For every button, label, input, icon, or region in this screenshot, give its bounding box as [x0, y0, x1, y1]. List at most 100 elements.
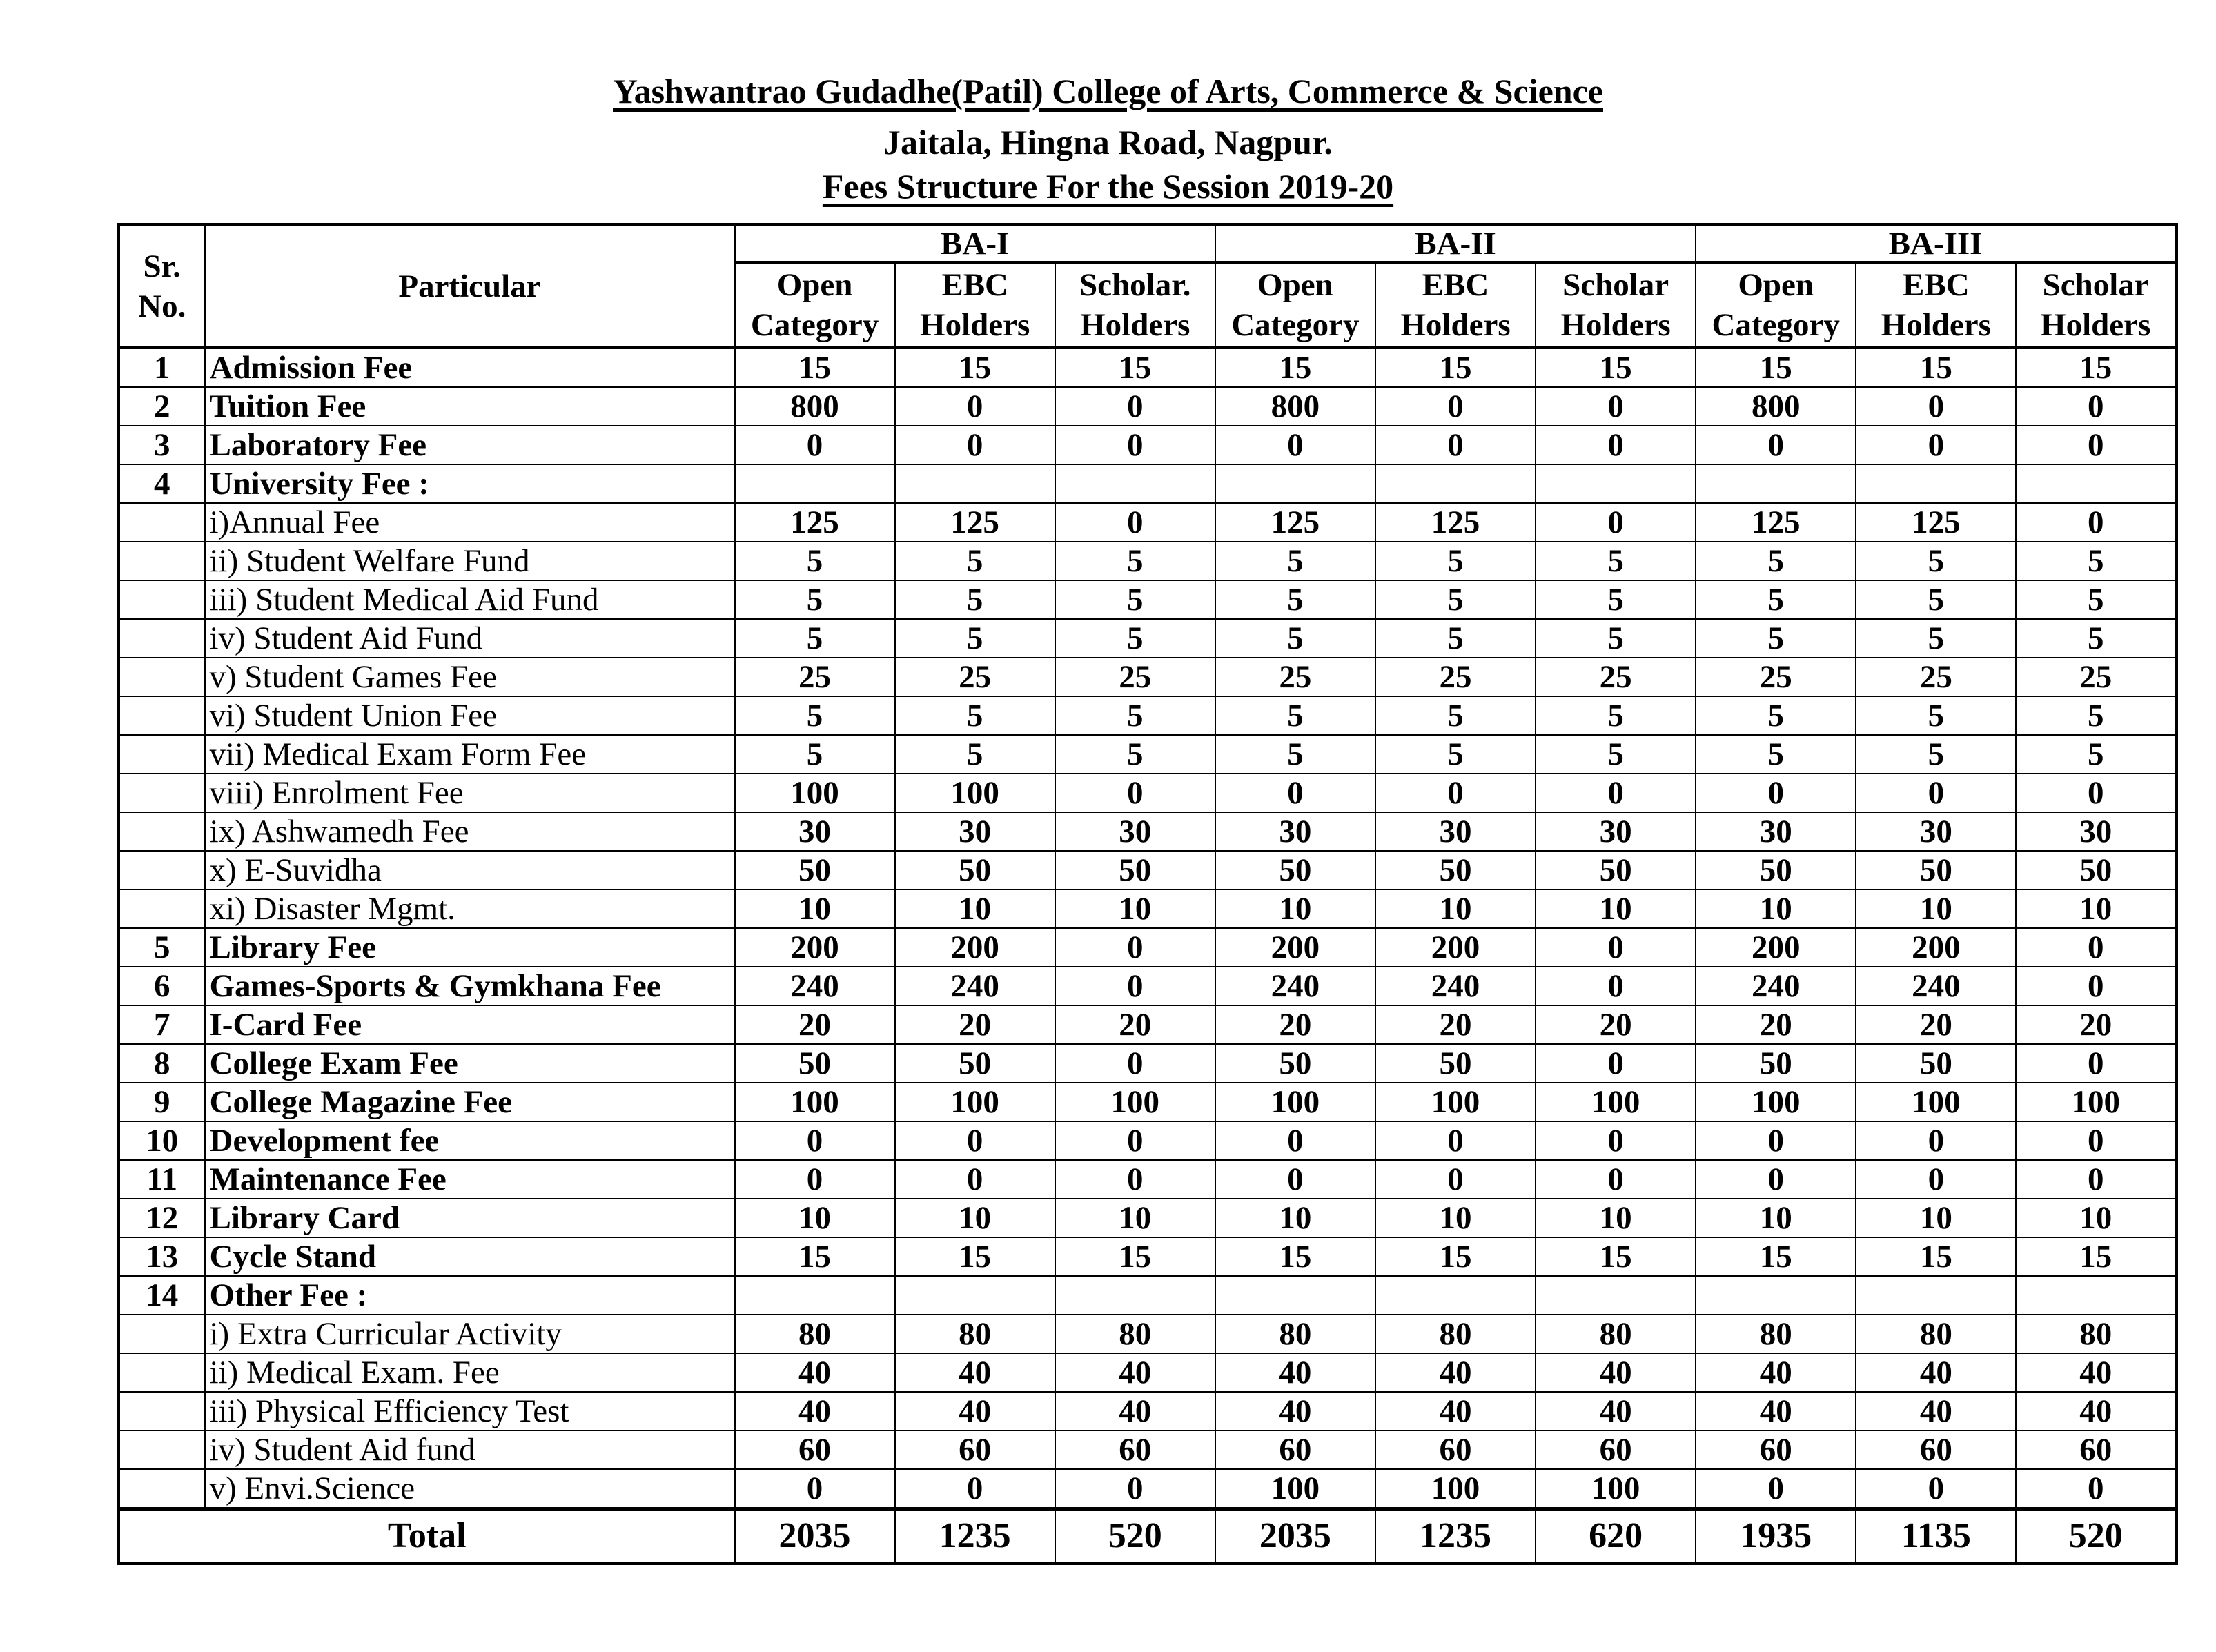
particular-cell: ii) Student Welfare Fund: [204, 541, 736, 581]
fee-cell: [1695, 464, 1857, 504]
group-header-row: Sr. No. Particular BA-I BA-II BA-III: [117, 224, 2177, 349]
fee-cell: 200: [894, 927, 1056, 967]
header-subcolumn: EBC Holders: [1374, 262, 1537, 349]
header-subcolumn: Open Category: [734, 262, 896, 349]
fee-cell: 50: [1214, 1043, 1376, 1083]
fee-cell: 5: [894, 618, 1056, 658]
table-row: 11 Maintenance Fee 0 0 0 0 0 0 0 0 0: [117, 1159, 2177, 1199]
sr-number-cell: [117, 1430, 206, 1470]
fee-cell: 15: [1855, 346, 2017, 388]
fee-cell: 20: [734, 1005, 896, 1045]
particular-cell: Library Fee: [204, 927, 736, 967]
fee-cell: 125: [894, 502, 1056, 542]
fee-cell: 10: [734, 889, 896, 929]
fee-cell: 0: [894, 1468, 1056, 1510]
fee-cell: 40: [1054, 1391, 1216, 1431]
table-row: iv) Student Aid Fund 5 5 5 5 5 5 5 5 5: [117, 618, 2177, 658]
fee-cell: 125: [1695, 502, 1857, 542]
header-subcolumn-line1: Scholar: [2042, 267, 2149, 303]
fee-cell: 20: [1214, 1005, 1376, 1045]
fee-cell: 10: [1695, 889, 1857, 929]
particular-cell: Games-Sports & Gymkhana Fee: [204, 966, 736, 1006]
sr-number-cell: 12: [117, 1198, 206, 1238]
header-subcolumn: Scholar Holders: [2015, 262, 2177, 349]
fee-cell: 40: [1374, 1353, 1537, 1393]
fee-cell: 10: [1214, 1198, 1376, 1238]
fee-cell: 100: [1214, 1468, 1376, 1510]
fee-cell: [734, 1275, 896, 1315]
particular-cell: iv) Student Aid Fund: [204, 618, 736, 658]
fee-cell: [1855, 1275, 2017, 1315]
fee-cell: 0: [894, 425, 1056, 465]
fee-cell: 240: [1374, 966, 1537, 1006]
fee-cell: 240: [1695, 966, 1857, 1006]
fee-cell: 5: [2015, 696, 2177, 736]
fee-cell: 0: [2015, 502, 2177, 542]
fee-cell: 125: [1855, 502, 2017, 542]
fee-cell: 80: [1374, 1314, 1537, 1354]
fee-cell: 5: [1214, 734, 1376, 774]
fee-cell: 240: [894, 966, 1056, 1006]
fee-cell: 20: [1855, 1005, 2017, 1045]
fee-cell: 200: [1214, 927, 1376, 967]
particular-cell: Development fee: [204, 1121, 736, 1161]
fee-cell: 60: [734, 1430, 896, 1470]
fee-cell: 80: [1695, 1314, 1857, 1354]
fee-cell: 0: [1535, 1159, 1697, 1199]
fee-cell: 0: [1695, 1121, 1857, 1161]
fee-cell: 30: [1214, 812, 1376, 852]
header-subcolumn-line1: Open: [1738, 267, 1814, 303]
fee-cell: 50: [1214, 850, 1376, 890]
table-row: 6 Games-Sports & Gymkhana Fee 240 240 0 240 24…: [117, 966, 2177, 1006]
fee-cell: 0: [1054, 502, 1216, 542]
total-cell: 1235: [1374, 1507, 1537, 1564]
sr-number-cell: [117, 1314, 206, 1354]
table-row: 14 Other Fee :: [117, 1275, 2177, 1315]
fee-cell: 40: [1535, 1391, 1697, 1431]
fee-cell: 30: [1535, 812, 1697, 852]
fee-cell: 10: [1535, 1198, 1697, 1238]
sr-number-cell: 2: [117, 386, 206, 426]
particular-cell: College Exam Fee: [204, 1043, 736, 1083]
fee-cell: 0: [1054, 773, 1216, 813]
particular-cell: x) E-Suvidha: [204, 850, 736, 890]
fee-cell: 0: [1374, 386, 1537, 426]
header-subcolumn-line2: Category: [1231, 307, 1360, 343]
table-row: i)Annual Fee 125 125 0 125 125 0 125 125 0: [117, 502, 2177, 542]
fee-cell: [1214, 1275, 1376, 1315]
fee-cell: 0: [1855, 1159, 2017, 1199]
fee-cell: 0: [1535, 1043, 1697, 1083]
fee-cell: 50: [1054, 850, 1216, 890]
header-subcolumn: EBC Holders: [894, 262, 1056, 349]
fee-cell: 30: [1855, 812, 2017, 852]
table-row: ii) Medical Exam. Fee 40 40 40 40 40 40 40 40 40: [117, 1353, 2177, 1393]
fee-cell: 0: [734, 1159, 896, 1199]
fee-cell: [2015, 464, 2177, 504]
fee-cell: 15: [1374, 346, 1537, 388]
fee-cell: [1695, 1275, 1857, 1315]
fee-cell: 5: [734, 696, 896, 736]
particular-cell: Admission Fee: [204, 346, 736, 388]
fee-cell: [1374, 1275, 1537, 1315]
fee-cell: 40: [894, 1353, 1056, 1393]
fee-cell: 50: [894, 1043, 1056, 1083]
fee-cell: 0: [894, 386, 1056, 426]
fee-cell: 100: [894, 773, 1056, 813]
sr-number-cell: [117, 502, 206, 542]
fee-cell: 25: [1374, 657, 1537, 697]
fee-cell: 15: [1855, 1237, 2017, 1277]
fee-cell: 0: [2015, 1121, 2177, 1161]
fee-cell: 0: [2015, 1159, 2177, 1199]
fee-cell: 50: [1695, 1043, 1857, 1083]
fee-cell: 80: [1535, 1314, 1697, 1354]
fee-cell: 5: [1054, 618, 1216, 658]
particular-cell: I-Card Fee: [204, 1005, 736, 1045]
total-label: Total: [117, 1507, 736, 1564]
fee-cell: 5: [894, 541, 1056, 581]
fee-cell: 0: [1535, 502, 1697, 542]
table-row: v) Student Games Fee 25 25 25 25 25 25 25 25 25: [117, 657, 2177, 697]
fee-cell: 5: [1214, 580, 1376, 620]
fee-cell: 60: [1214, 1430, 1376, 1470]
fee-cell: 0: [1695, 1468, 1857, 1510]
fee-cell: 20: [894, 1005, 1056, 1045]
